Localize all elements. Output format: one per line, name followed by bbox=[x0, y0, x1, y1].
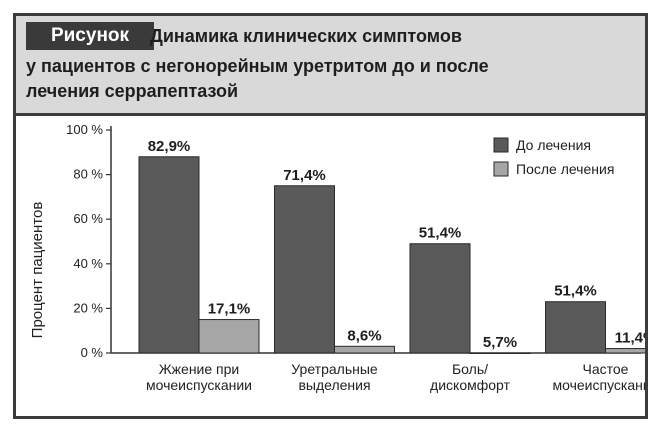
bar bbox=[469, 352, 531, 354]
bar bbox=[274, 185, 335, 354]
bar bbox=[198, 319, 260, 354]
category-label: Уретральные bbox=[291, 361, 378, 377]
data-label: 8,6% bbox=[347, 327, 381, 344]
figure-title-line-1: Динамика клинических симптомов bbox=[150, 26, 462, 46]
y-tick-label: 0 % bbox=[81, 345, 104, 360]
y-tick-label: 100 % bbox=[66, 122, 103, 137]
bar bbox=[334, 345, 395, 354]
data-label: 82,9% bbox=[148, 138, 191, 155]
data-label: 51,4% bbox=[554, 283, 597, 300]
data-label: 51,4% bbox=[419, 225, 462, 242]
bar bbox=[545, 301, 606, 354]
category-label: Жжение при bbox=[159, 361, 240, 377]
bar bbox=[409, 243, 471, 354]
figure-header: Рисунок Динамика клинических симптомов у… bbox=[16, 16, 645, 116]
y-tick-label: 60 % bbox=[73, 211, 103, 226]
y-tick-label: 80 % bbox=[73, 167, 103, 182]
y-tick-label: 40 % bbox=[73, 256, 103, 271]
bar bbox=[138, 156, 200, 354]
figure-title-line-3: лечения серрапептазой bbox=[26, 81, 239, 101]
bar bbox=[605, 348, 645, 354]
legend-entry: До лечения bbox=[516, 137, 591, 153]
category-label: мочеиспускание bbox=[553, 377, 645, 393]
category-label: выделения bbox=[298, 377, 370, 393]
data-label: 5,7% bbox=[483, 334, 517, 351]
y-tick-label: 20 % bbox=[73, 300, 103, 315]
legend-entry: После лечения bbox=[516, 161, 614, 177]
figure-title-line-2: у пациентов с негонорейным уретритом до … bbox=[26, 56, 489, 76]
category-label: Частое bbox=[583, 361, 629, 377]
legend-swatch bbox=[493, 161, 509, 177]
data-label: 17,1% bbox=[208, 301, 251, 318]
y-axis-label: Процент пациентов bbox=[29, 202, 46, 339]
data-label: 71,4% bbox=[283, 167, 326, 184]
legend-swatch bbox=[493, 137, 509, 153]
figure-frame: Рисунок Динамика клинических симптомов у… bbox=[13, 13, 648, 419]
category-label: дискомфорт bbox=[430, 377, 510, 393]
category-label: Боль/ bbox=[452, 361, 488, 377]
bar-chart: 0 % 20 % 40 % 60 % 80 % 100 % 82,9% 17,1% Жжени… bbox=[29, 122, 645, 393]
figure-tag: Рисунок bbox=[26, 22, 154, 50]
data-label: 11,4% bbox=[615, 330, 645, 347]
category-label: мочеиспускании bbox=[146, 377, 252, 393]
